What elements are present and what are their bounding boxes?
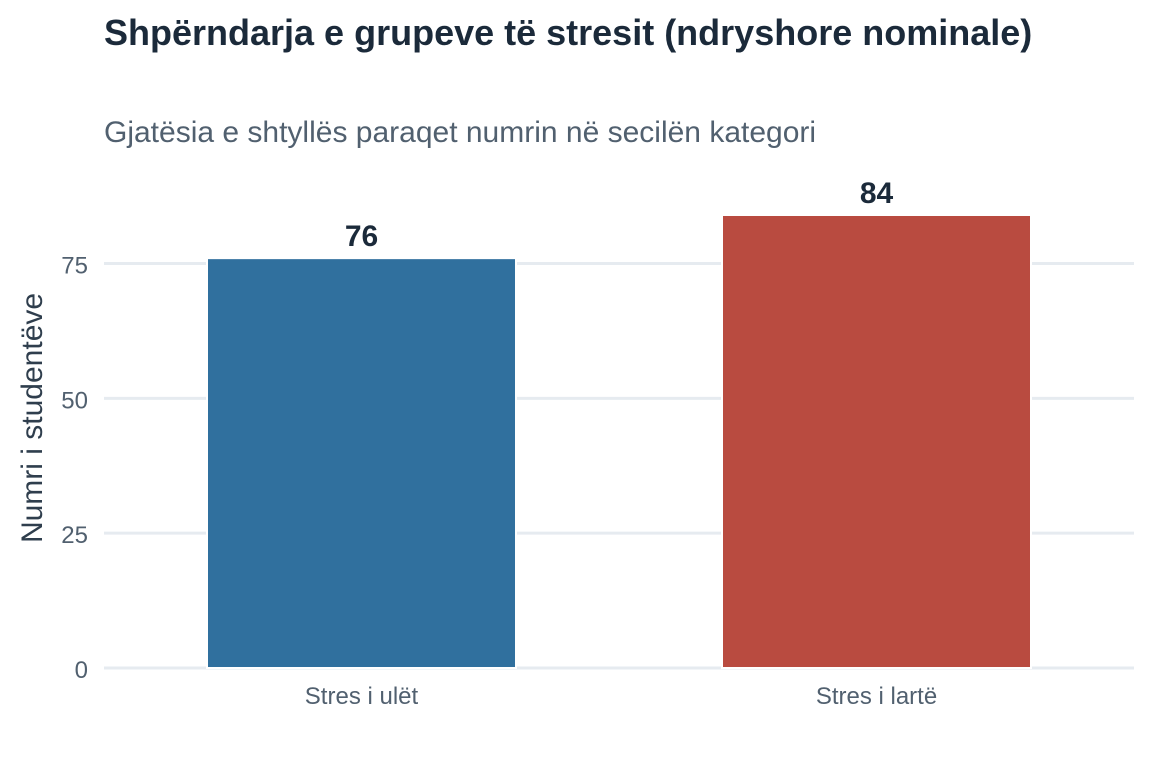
x-tick-label: Stres i ulët bbox=[305, 683, 419, 710]
x-axis-ticks: Stres i ulët Stres i lartë bbox=[305, 683, 937, 710]
x-tick-label: Stres i lartë bbox=[816, 683, 937, 710]
chart-title: Shpërndarja e grupeve të stresit (ndrysh… bbox=[104, 12, 1033, 53]
data-labels: 76 84 bbox=[345, 177, 894, 253]
y-tick-label: 50 bbox=[61, 387, 88, 414]
y-axis-label: Numri i studentëve bbox=[16, 293, 49, 543]
data-label: 84 bbox=[860, 177, 894, 210]
y-tick-label: 75 bbox=[61, 253, 88, 280]
bars bbox=[206, 214, 1032, 669]
y-axis-ticks: 0 25 50 75 bbox=[61, 253, 88, 684]
bar bbox=[721, 214, 1032, 669]
y-tick-label: 25 bbox=[61, 522, 88, 549]
y-tick-label: 0 bbox=[75, 657, 88, 684]
data-label: 76 bbox=[345, 220, 378, 253]
chart-subtitle: Gjatësia e shtyllës paraqet numrin në se… bbox=[104, 116, 817, 149]
bar bbox=[206, 257, 517, 669]
